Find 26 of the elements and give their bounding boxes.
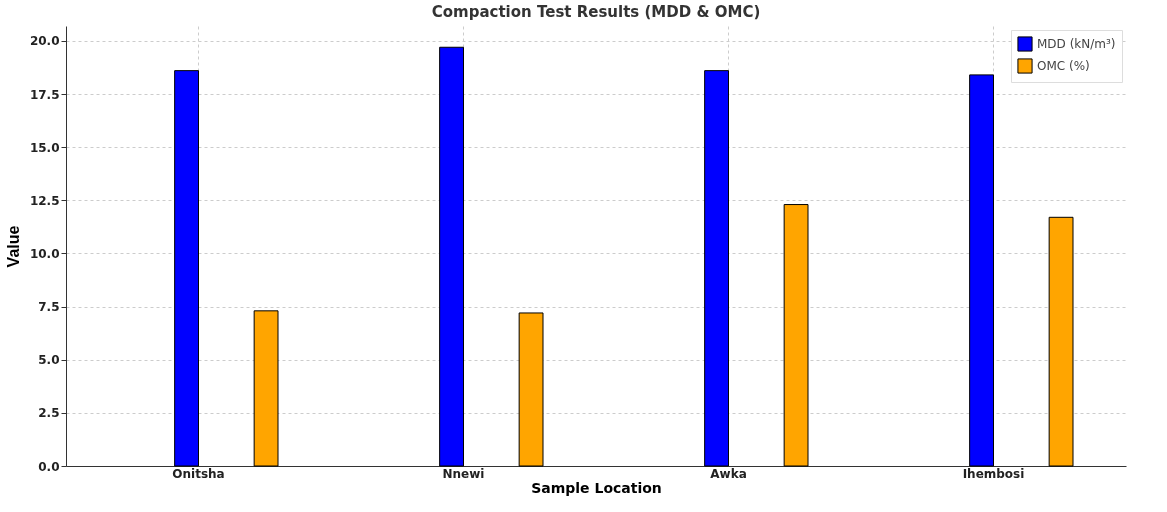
x-tick-label: Ihembosi (962, 466, 1025, 481)
y-tick-label: 20.0 (29, 34, 60, 49)
y-tick-label: 0.0 (38, 459, 60, 474)
bar (439, 46, 464, 467)
y-tick-label: 10.0 (29, 246, 60, 261)
y-tick-label: 7.5 (38, 300, 60, 315)
chart-title: Compaction Test Results (MDD & OMC) (431, 3, 761, 21)
y-tick-label: 15.0 (29, 140, 60, 155)
y-tick-label: 17.5 (29, 87, 60, 102)
bar (969, 74, 994, 467)
y-tick-label: 5.0 (38, 353, 60, 368)
legend-label: MDD (kN/m³) (1037, 37, 1116, 51)
y-tick-label: 2.5 (38, 406, 60, 421)
y-tick-label: 12.5 (29, 193, 60, 208)
bar (1048, 216, 1074, 467)
x-axis-title: Sample Location (531, 479, 662, 496)
y-axis-title: Value (4, 225, 22, 268)
x-tick-label: Awka (710, 466, 747, 481)
x-tick-label: Nnewi (442, 466, 485, 481)
bar (518, 312, 544, 467)
x-tick-label: Onitsha (172, 466, 225, 481)
bar (783, 204, 809, 467)
bar (253, 310, 279, 467)
bar (174, 70, 199, 467)
bar (704, 70, 729, 467)
legend-label: OMC (%) (1037, 59, 1090, 73)
